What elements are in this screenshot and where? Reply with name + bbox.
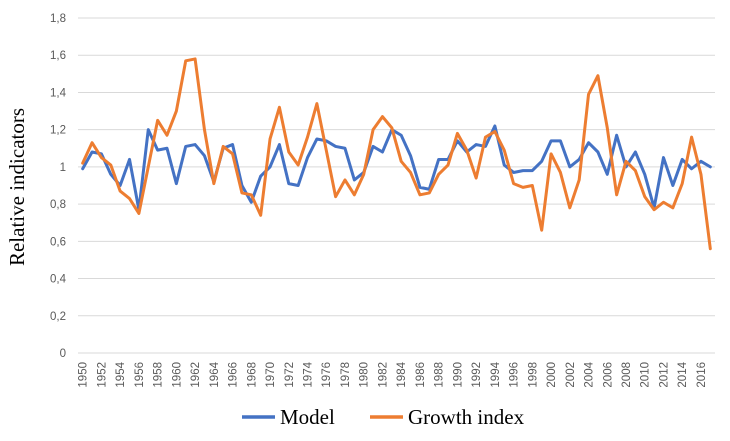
x-tick-label: 1962	[190, 362, 202, 388]
x-tick-label: 2010	[640, 362, 652, 388]
x-tick-label: 1976	[321, 362, 333, 388]
x-tick-label: 1950	[78, 362, 90, 388]
x-tick-label: 1954	[115, 361, 127, 387]
y-tick-label: 0,6	[50, 236, 66, 248]
x-tick-label: 1990	[452, 362, 464, 388]
y-tick-label: 1,4	[50, 87, 67, 99]
x-tick-label: 2000	[546, 362, 558, 388]
legend-label: Model	[280, 405, 335, 429]
x-tick-label: 2004	[584, 361, 596, 387]
x-tick-label: 2016	[696, 362, 708, 388]
x-tick-label: 1956	[134, 362, 146, 388]
x-tick-label: 1972	[284, 362, 296, 388]
x-tick-label: 1970	[265, 362, 277, 388]
x-tick-label: 1984	[396, 361, 408, 387]
series-line-model	[81, 124, 712, 212]
x-tick-label: 1974	[303, 361, 315, 387]
x-tick-label: 1958	[153, 362, 165, 388]
y-tick-label: 1	[60, 162, 66, 174]
x-tick-label: 2002	[565, 362, 577, 388]
x-tick-label: 1960	[171, 362, 183, 388]
y-tick-label: 0,2	[50, 311, 66, 323]
x-tick-label: 2008	[621, 362, 633, 388]
y-axis-tick-labels: 0 0,2 0,4 0,6 0,8 1 1,2 1,4 1,6 1,8	[50, 13, 67, 360]
x-tick-label: 2012	[658, 362, 670, 388]
x-tick-label: 1988	[434, 362, 446, 388]
x-tick-label: 1992	[471, 362, 483, 388]
x-tick-label: 1952	[96, 362, 108, 388]
x-tick-label: 1980	[359, 362, 371, 388]
x-tick-label: 1978	[340, 362, 352, 388]
y-tick-label: 0,8	[50, 199, 66, 211]
x-tick-label: 1964	[209, 361, 221, 387]
y-tick-label: 1,2	[50, 125, 66, 137]
y-axis-label: Relative indicators	[5, 108, 29, 266]
x-axis-tick-labels: 1950 1952 1954 1956 1958 1960 1962 1964 1966 1968…	[78, 361, 708, 387]
x-tick-label: 1998	[527, 362, 539, 388]
gridlines	[78, 17, 715, 354]
y-tick-label: 1,6	[50, 50, 66, 62]
x-tick-label: 1986	[415, 362, 427, 388]
x-tick-label: 1982	[377, 362, 389, 388]
x-tick-label: 2014	[677, 361, 689, 387]
series-line-growth-index	[81, 57, 712, 251]
y-tick-label: 1,8	[50, 13, 66, 25]
y-tick-label: 0,4	[50, 274, 67, 286]
x-tick-label: 2006	[602, 362, 614, 388]
x-tick-label: 1996	[509, 362, 521, 388]
x-tick-label: 1994	[490, 361, 502, 387]
x-tick-label: 1968	[246, 362, 258, 388]
x-tick-label: 1966	[228, 362, 240, 388]
y-tick-label: 0	[60, 348, 66, 360]
series-lines	[81, 57, 712, 251]
legend: Model Growth index	[242, 405, 525, 429]
legend-label: Growth index	[408, 405, 525, 429]
